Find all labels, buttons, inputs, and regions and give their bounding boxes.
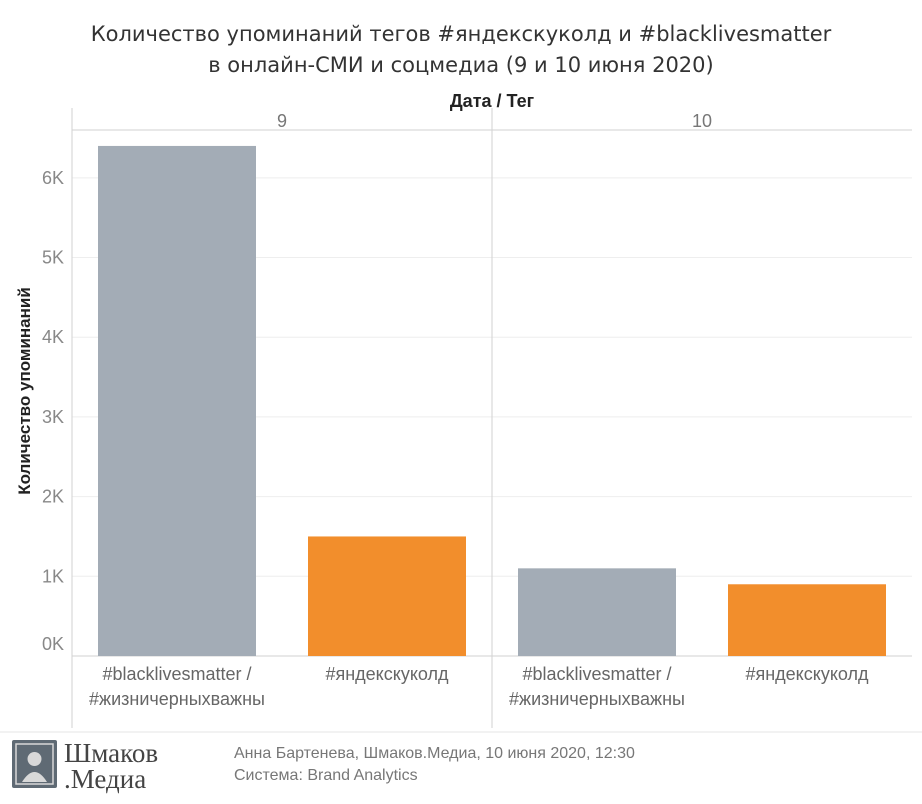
bar [728,584,886,656]
y-tick-label: 6K [42,168,64,188]
y-tick-label: 3K [42,407,64,427]
category-label: #яндекскуколд [325,664,449,684]
bar [98,145,256,656]
y-tick-label: 1K [42,566,64,586]
logo-text-line1: Шмаков [64,738,158,768]
y-tick-label: 4K [42,327,64,347]
chart-title-line-2: в онлайн-СМИ и соцмедиа (9 и 10 июня 202… [208,53,713,77]
bars [98,145,886,656]
category-labels: #blacklivesmatter / #жизничерныхважны #янд… [89,664,869,709]
column-header: Дата / Тег [450,91,535,111]
pane-label: 10 [692,111,712,131]
category-label: #жизничерныхважны [89,689,265,709]
category-label: #жизничерныхважны [509,689,685,709]
y-axis-ticks: 0K 1K 2K 3K 4K 5K 6K [42,168,64,654]
pane-labels: 9 10 [277,111,712,131]
y-tick-label: 2K [42,487,64,507]
bar [518,568,676,656]
category-label: #blacklivesmatter / [522,664,671,684]
category-label: #яндекскуколд [745,664,869,684]
category-label: #blacklivesmatter / [102,664,251,684]
credit-text: Анна Бартенева, Шмаков.Медиа, 10 июня 20… [234,745,635,762]
footer: Шмаков .Медиа Анна Бартенева, Шмаков.Мед… [0,731,922,794]
bar [308,536,466,656]
y-axis-label: Количество упоминаний [15,287,34,495]
pane-label: 9 [277,111,287,131]
y-tick-label: 5K [42,248,64,268]
chart-title-line-1: Количество упоминаний тегов #яндекскукол… [91,22,832,46]
logo-text-line2: .Медиа [64,764,146,794]
logo-emblem-icon [12,740,57,788]
y-tick-label: 0K [42,634,64,654]
chart-title: Количество упоминаний тегов #яндекскукол… [91,22,832,77]
system-text: Система: Brand Analytics [234,767,418,784]
